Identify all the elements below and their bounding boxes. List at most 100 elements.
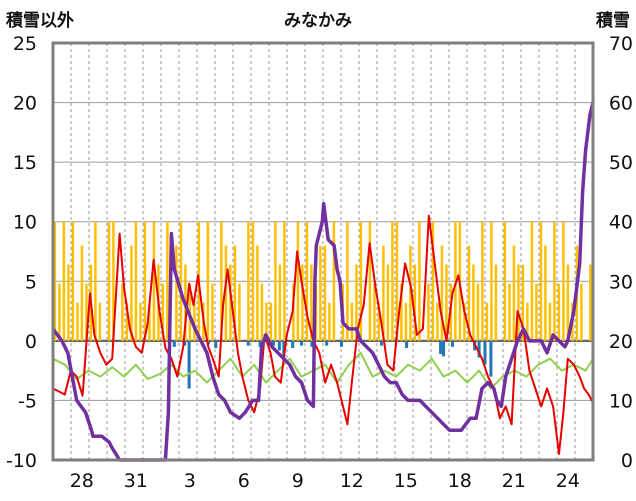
series-lines	[51, 102, 595, 462]
sunshine-bar	[274, 221, 277, 341]
x-tick-label: 15	[394, 470, 418, 492]
sunshine-bar	[193, 302, 196, 341]
sunshine-bar	[391, 221, 394, 341]
right-tick-label: 30	[609, 271, 633, 293]
sunshine-bar	[278, 264, 282, 341]
sunshine-bar	[535, 283, 538, 341]
sunshine-bar	[400, 283, 403, 341]
sunshine-bar	[67, 264, 70, 341]
sunshine-bar	[296, 221, 300, 341]
sunshine-bar	[224, 245, 228, 341]
sunshine-bar	[265, 302, 268, 341]
sunshine-bar	[332, 221, 336, 341]
sunshine-bar	[256, 245, 259, 341]
sunshine-bar	[463, 302, 466, 341]
precipitation-bar	[405, 340, 409, 349]
sunshine-bar	[301, 264, 304, 341]
right-tick-label: 20	[609, 331, 633, 353]
left-tick-label: 25	[13, 33, 37, 55]
sunshine-bar	[85, 283, 88, 341]
sunshine-bar	[526, 302, 529, 341]
x-tick-label: 28	[70, 470, 94, 492]
sunshine-bar	[220, 221, 223, 341]
sunshine-bar	[436, 302, 439, 341]
left-tick-label: -5	[18, 390, 37, 412]
sunshine-bar	[359, 221, 363, 341]
precipitation-bar	[477, 340, 481, 358]
sunshine-bar	[472, 264, 475, 341]
sunshine-bar	[395, 221, 399, 341]
sunshine-bar	[494, 264, 498, 341]
sunshine-bar	[130, 245, 133, 341]
sunshine-bar	[233, 245, 237, 341]
precipitation-bar	[300, 340, 304, 346]
left-axis-label: 積雪以外	[6, 10, 74, 31]
sunshine-bar	[247, 221, 250, 341]
precipitation-bar	[183, 340, 187, 346]
precipitation-bar	[282, 340, 286, 359]
sunshine-bar	[251, 221, 255, 341]
sunshine-bar	[58, 283, 61, 341]
precipitation-bar	[442, 340, 446, 357]
sunshine-bar	[269, 302, 273, 341]
sunshine-bar	[121, 283, 124, 341]
sunshine-bar	[53, 221, 57, 341]
x-axis-ticks: 28 31 3 6 9 12 15 18 21 24	[70, 470, 580, 492]
sunshine-bar	[76, 302, 79, 341]
right-tick-label: 0	[621, 450, 633, 472]
precipitation-bar	[187, 340, 191, 389]
sunshine-bar	[134, 221, 138, 341]
temperature-max-line	[52, 214, 594, 455]
sunshine-bar	[481, 221, 484, 341]
sunshine-bar	[418, 221, 421, 341]
sunshine-bar	[211, 283, 214, 341]
right-tick-label: 50	[609, 152, 633, 174]
sunshine-bar	[80, 245, 84, 341]
sunshine-bar	[143, 221, 147, 341]
sunshine-bar	[377, 302, 381, 341]
sunshine-bar	[562, 221, 565, 341]
x-tick-label: 9	[292, 470, 304, 492]
sunshine-bar	[166, 221, 169, 341]
precipitation-bar	[277, 340, 281, 351]
sunshine-bar	[413, 264, 417, 341]
precipitation-bar	[246, 340, 250, 346]
sunshine-bar	[283, 221, 286, 341]
sunshine-bar	[553, 221, 556, 341]
sunshine-bar	[445, 264, 448, 341]
sunshine-bar	[310, 264, 313, 341]
precipitation-bar	[310, 340, 314, 347]
precipitation-bar	[450, 340, 454, 347]
sunshine-bar	[148, 302, 151, 341]
precipitation-bar	[172, 340, 176, 347]
x-tick-label: 21	[502, 470, 526, 492]
sunshine-bar	[589, 264, 592, 341]
x-tick-label: 18	[448, 470, 472, 492]
sunshine-bar	[485, 302, 489, 341]
sunshine-bar	[580, 283, 583, 341]
x-tick-label: 6	[238, 470, 250, 492]
left-tick-label: 5	[25, 271, 37, 293]
chart-title: みなかみ	[284, 11, 352, 31]
sunshine-bar	[566, 264, 570, 341]
sunshine-bar	[179, 221, 183, 341]
left-tick-label: 0	[25, 331, 37, 353]
sunshine-bar	[386, 264, 390, 341]
sunshine-bar	[521, 264, 525, 341]
plot-frame	[51, 41, 595, 462]
precipitation-bar	[489, 340, 493, 377]
sunshine-bar	[238, 283, 241, 341]
sunshine-bar	[431, 221, 435, 341]
sunshine-bar	[476, 283, 480, 341]
snow-depth-line	[51, 102, 595, 462]
sunshine-bar	[427, 283, 430, 341]
sunshine-bar	[107, 221, 111, 341]
sunshine-bars	[53, 221, 592, 341]
sunshine-bar	[440, 245, 444, 341]
sunshine-bar	[404, 302, 408, 341]
right-tick-label: 40	[609, 212, 633, 234]
sunshine-bar	[409, 245, 412, 341]
left-axis-ticks: -10 -5 0 5 10 15 20 25	[6, 33, 37, 472]
precipitation-bar	[271, 340, 275, 346]
